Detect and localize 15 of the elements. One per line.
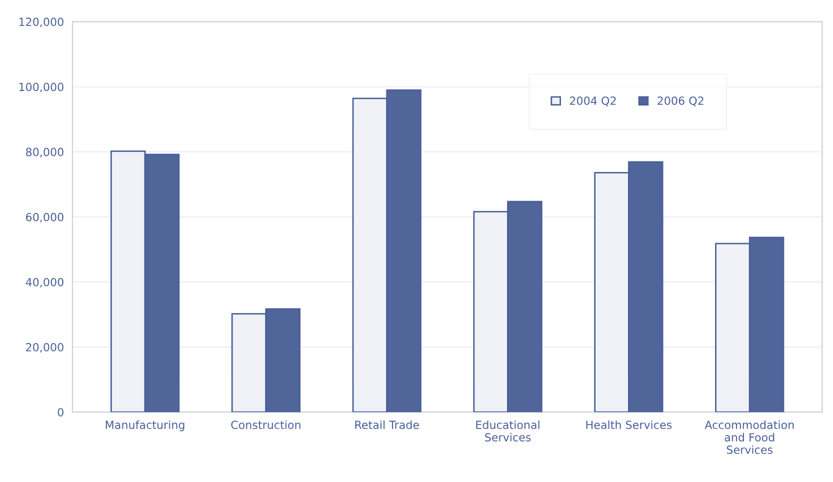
y-tick-label: 40,000 [26,278,64,288]
y-tick-label: 60,000 [26,212,64,222]
y-tick-label: 0 [58,408,64,416]
y-tick-label: 80,000 [26,148,64,158]
x-tick-label: Construction [231,420,300,430]
x-tick-label: Manufacturing [106,420,184,432]
y-tick-label: 100,000 [19,82,64,92]
x-tick-label: Accommodation and Food Services [704,420,794,454]
x-tick-label: Health Services [586,420,672,430]
legend-label: 2006 Q2 [658,96,704,106]
x-tick-label: Educational Services [476,420,540,442]
legend-label: 2004 Q2 [570,96,616,106]
x-tick-label: Retail Trade [355,420,419,430]
y-tick-label: 120,000 [19,18,64,28]
y-tick-label: 20,000 [26,343,64,353]
